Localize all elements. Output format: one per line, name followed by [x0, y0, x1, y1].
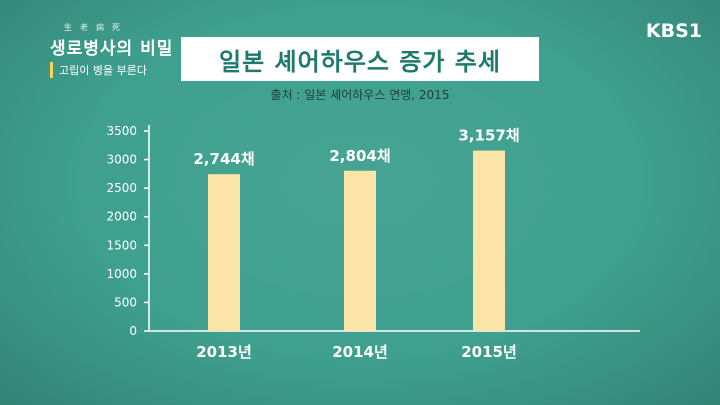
data-label: 2,804채 — [329, 147, 390, 165]
y-tick-label: 2000 — [106, 210, 137, 224]
data-label: 3,157채 — [458, 127, 519, 145]
bar — [344, 170, 376, 331]
logo-hanja: 生老病死 — [64, 23, 128, 32]
x-category-label: 2014년 — [332, 343, 388, 361]
bar — [208, 174, 240, 331]
x-category-label: 2013년 — [196, 343, 252, 361]
y-tick-label: 1500 — [106, 238, 137, 252]
bars — [208, 150, 505, 331]
y-tick-label: 2500 — [106, 181, 137, 195]
y-tick-label: 1000 — [106, 267, 137, 281]
y-tick-label: 0 — [129, 324, 137, 338]
logo-title: 생로병사의 비밀 — [50, 39, 174, 59]
broadcaster-logo: KBS1 — [645, 20, 702, 42]
x-axis-categories: 2013년 2014년 2015년 — [196, 343, 517, 361]
y-tick-label: 3000 — [106, 153, 137, 167]
program-logo: 生老病死 생로병사의 비밀 고립이 병을 부른다 — [50, 22, 173, 78]
x-category-label: 2015년 — [461, 343, 517, 361]
data-labels: 2,744채 2,804채 3,157채 — [193, 127, 519, 169]
chart-source: 출처 : 일본 셰어하우스 연맹, 2015 — [270, 88, 450, 102]
chart-title: 일본 셰어하우스 증가 추세 — [219, 47, 501, 76]
episode-subtitle: 고립이 병을 부른다 — [50, 62, 173, 78]
chart-title-box: 일본 셰어하우스 증가 추세 — [181, 37, 539, 81]
data-label: 2,744채 — [193, 150, 254, 168]
y-tick-label: 3500 — [106, 124, 137, 138]
bar — [473, 150, 505, 331]
y-tick-label: 500 — [114, 295, 137, 309]
